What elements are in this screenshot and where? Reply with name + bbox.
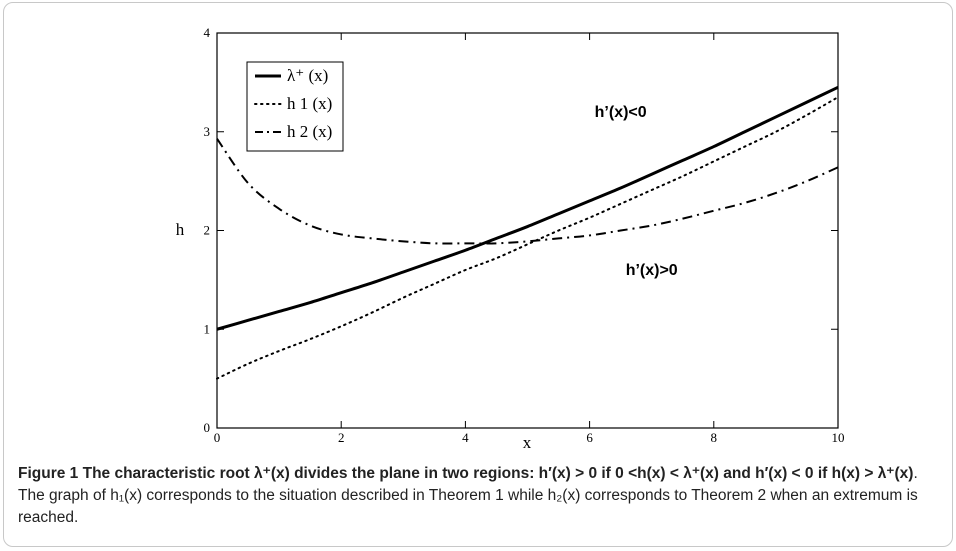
- series-line-lambda: [216, 85, 839, 331]
- y-axis-label: h: [176, 220, 185, 239]
- caption-label: Figure 1: [18, 465, 79, 482]
- figure-frame: [3, 2, 953, 547]
- y-tick-label: 3: [204, 124, 211, 139]
- x-tick-label: 8: [711, 430, 718, 445]
- caption-bold-text: The characteristic root λ⁺(x) divides th…: [78, 465, 914, 482]
- figure-caption: Figure 1 The characteristic root λ⁺(x) d…: [18, 463, 946, 529]
- annotation-lower-region: h’(x)>0: [626, 262, 678, 279]
- x-tick-label: 4: [462, 430, 469, 445]
- legend-label-lambda: λ⁺ (x): [287, 66, 328, 85]
- y-tick-label: 4: [204, 25, 211, 40]
- y-tick-label: 1: [204, 321, 211, 336]
- annotation-upper-region: h’(x)<0: [595, 104, 647, 121]
- legend-label-h1: h 1 (x): [287, 94, 332, 113]
- series-layer: [216, 85, 839, 380]
- y-tick-label: 0: [204, 420, 211, 435]
- legend-label-h2: h 2 (x): [287, 122, 332, 141]
- x-axis-label: x: [523, 433, 532, 452]
- y-tick-label: 2: [204, 223, 211, 238]
- series-line-h1: [216, 96, 839, 380]
- x-tick-label: 10: [832, 430, 845, 445]
- legend: λ⁺ (x) h 1 (x) h 2 (x): [246, 61, 344, 152]
- series-line-h2: [216, 138, 839, 245]
- axis-ticks: 0 2 4 6 8 10 0 1 2 3 4: [204, 25, 845, 445]
- x-tick-label: 2: [338, 430, 345, 445]
- caption-body-text: . The graph of h₁(x) corresponds to the …: [18, 465, 918, 526]
- x-tick-label: 0: [214, 430, 221, 445]
- x-tick-label: 6: [586, 430, 593, 445]
